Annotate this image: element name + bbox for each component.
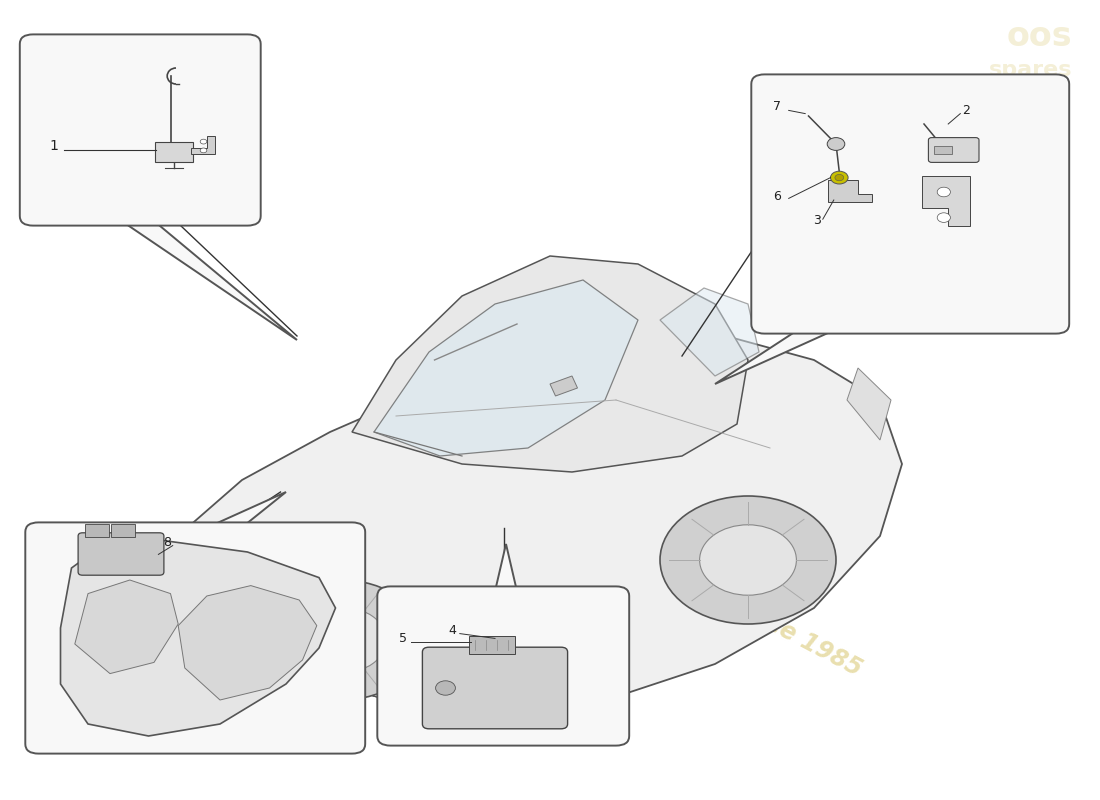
Text: 1: 1 <box>50 139 58 154</box>
Polygon shape <box>212 492 286 538</box>
Circle shape <box>296 607 386 673</box>
Polygon shape <box>75 580 178 674</box>
Polygon shape <box>60 540 336 736</box>
Polygon shape <box>198 528 484 712</box>
Circle shape <box>258 580 424 700</box>
Circle shape <box>200 148 207 153</box>
Circle shape <box>436 681 455 695</box>
FancyBboxPatch shape <box>78 533 164 575</box>
Polygon shape <box>550 376 578 396</box>
Text: spares: spares <box>989 60 1072 80</box>
Text: 4: 4 <box>449 624 456 637</box>
Text: oos: oos <box>1006 20 1072 53</box>
Text: 8: 8 <box>163 536 170 549</box>
Polygon shape <box>352 256 748 472</box>
Polygon shape <box>178 586 317 700</box>
Polygon shape <box>209 592 319 664</box>
Text: 3: 3 <box>813 214 821 227</box>
FancyBboxPatch shape <box>751 74 1069 334</box>
FancyBboxPatch shape <box>469 636 515 654</box>
Circle shape <box>660 496 836 624</box>
Circle shape <box>835 174 844 181</box>
FancyBboxPatch shape <box>377 586 629 746</box>
FancyBboxPatch shape <box>155 142 192 162</box>
Text: 7: 7 <box>773 100 781 114</box>
Polygon shape <box>494 544 518 596</box>
Polygon shape <box>191 136 214 154</box>
Polygon shape <box>187 336 902 712</box>
FancyBboxPatch shape <box>934 146 952 154</box>
FancyBboxPatch shape <box>422 647 568 729</box>
Polygon shape <box>123 210 297 340</box>
Text: a passion for parts since 1985: a passion for parts since 1985 <box>498 471 866 681</box>
FancyBboxPatch shape <box>25 522 365 754</box>
Polygon shape <box>209 584 308 672</box>
Circle shape <box>937 187 950 197</box>
FancyBboxPatch shape <box>928 138 979 162</box>
Circle shape <box>827 138 845 150</box>
Circle shape <box>937 213 950 222</box>
Circle shape <box>700 525 796 595</box>
Polygon shape <box>660 288 759 376</box>
Polygon shape <box>374 280 638 456</box>
Polygon shape <box>715 317 833 384</box>
Text: 6: 6 <box>773 190 781 203</box>
FancyBboxPatch shape <box>20 34 261 226</box>
Polygon shape <box>922 176 970 226</box>
FancyBboxPatch shape <box>111 524 135 537</box>
Text: 5: 5 <box>399 632 407 645</box>
FancyBboxPatch shape <box>85 524 109 537</box>
Polygon shape <box>847 368 891 440</box>
Polygon shape <box>828 180 872 202</box>
Circle shape <box>200 139 207 144</box>
Circle shape <box>830 171 848 184</box>
Text: 2: 2 <box>962 104 970 117</box>
